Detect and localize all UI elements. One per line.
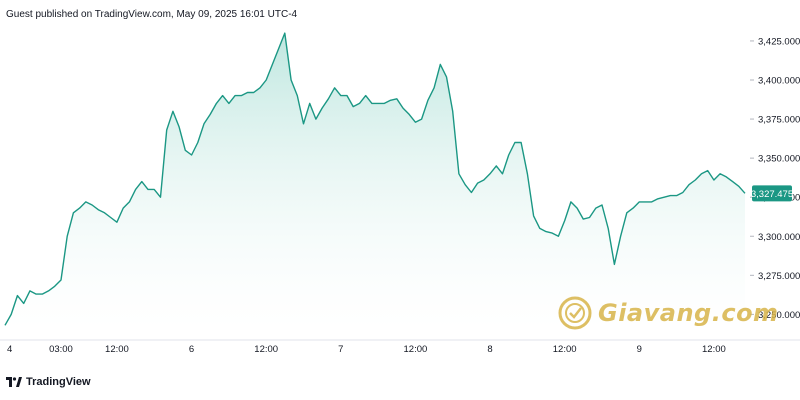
x-tick-label: 8 (487, 344, 492, 355)
x-tick-label: 7 (338, 344, 343, 355)
x-tick-label: 12:00 (702, 344, 726, 355)
y-tick-label: 3,375.000 (758, 115, 800, 126)
y-tick-label: 3,400.000 (758, 76, 800, 87)
y-tick-label: 3,350.000 (758, 154, 800, 165)
giavang-watermark: Giavang.com (558, 296, 779, 330)
y-tick-label: 3,425.000 (758, 36, 800, 47)
x-tick-label: 4 (7, 344, 12, 355)
x-tick-label: 12:00 (254, 344, 278, 355)
x-tick-label: 12:00 (105, 344, 129, 355)
price-area-fill (5, 33, 745, 330)
tradingview-brand: TradingView (26, 376, 91, 388)
last-price-label: 3,327.475 (751, 189, 793, 200)
x-tick-label: 03:00 (49, 344, 73, 355)
publish-caption: Guest published on TradingView.com, May … (6, 9, 298, 20)
watermark-text: Giavang.com (598, 299, 779, 327)
y-tick-label: 3,250.000 (758, 310, 800, 321)
last-price-badge (752, 185, 792, 202)
x-tick-label: 12:00 (404, 344, 428, 355)
coin-logo-icon (558, 296, 592, 330)
x-tick-label: 9 (637, 344, 642, 355)
y-tick-label: 3,275.000 (758, 271, 800, 282)
y-tick-label: 3,300.000 (758, 232, 800, 243)
price-axis: 3,250.0003,275.0003,300.0003,325.0003,35… (750, 36, 800, 321)
x-tick-label: 6 (189, 344, 194, 355)
price-series-line (4, 32, 746, 326)
price-chart[interactable]: 3,250.0003,275.0003,300.0003,325.0003,35… (0, 28, 800, 366)
time-axis: 4 03:00 12:00 6 12:00 7 12:00 8 12:00 9 12:00 (0, 339, 800, 355)
x-tick-label: 12:00 (553, 344, 577, 355)
footer-brand[interactable]: TradingView (6, 376, 91, 388)
tradingview-logo-icon (6, 377, 22, 387)
